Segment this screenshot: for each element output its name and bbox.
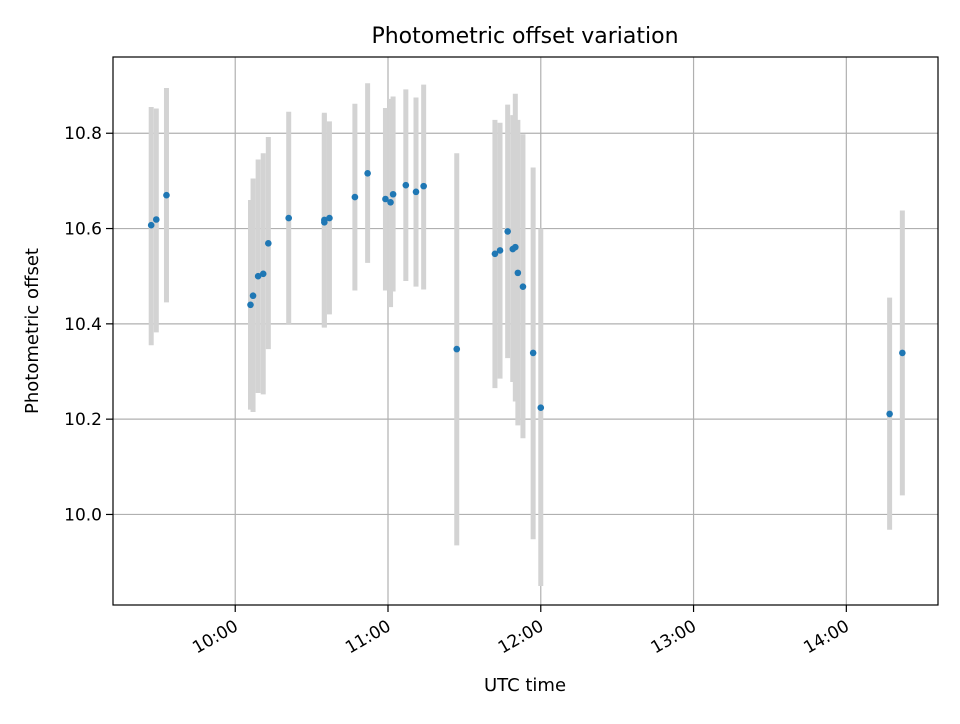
plot-area-frame [112, 56, 939, 606]
data-point [249, 292, 257, 300]
data-point [387, 199, 394, 206]
y-tick-label: 10.0 [64, 505, 102, 525]
data-point [514, 269, 522, 277]
y-tick-label: 10.8 [64, 124, 102, 144]
data-point [326, 214, 333, 222]
chart-title: Photometric offset variation [371, 24, 678, 49]
data-point [402, 181, 410, 189]
y-tick-label: 10.2 [64, 410, 102, 430]
data-point [453, 345, 461, 353]
data-point [247, 301, 254, 309]
data-point [152, 216, 160, 223]
data-point [496, 247, 504, 254]
data-point [537, 404, 545, 412]
data-point [265, 240, 272, 247]
x-axis-label: UTC time [484, 675, 566, 696]
data-point [420, 182, 427, 190]
data-point [504, 228, 511, 235]
data-point [259, 270, 267, 278]
data-point [412, 188, 420, 196]
y-axis-ticks: 10.0 10.2 10.4 10.6 10.8 [64, 124, 113, 525]
data-point [147, 221, 155, 229]
data-point [321, 216, 328, 224]
data-point [886, 410, 893, 418]
data-point [285, 214, 292, 222]
y-tick-label: 10.4 [64, 315, 102, 335]
data-point [351, 193, 359, 201]
point-layer [147, 169, 906, 418]
data-point [389, 190, 397, 198]
y-tick-label: 10.6 [64, 220, 102, 240]
grid-layer [113, 57, 938, 605]
data-point [529, 349, 537, 357]
data-point [163, 191, 170, 199]
data-point [364, 169, 371, 177]
data-point [491, 250, 499, 258]
data-point [382, 195, 389, 203]
data-point [512, 243, 519, 251]
data-point [519, 283, 527, 290]
data-point [254, 272, 262, 280]
y-axis-label: Photometric offset [22, 248, 43, 414]
data-point [899, 349, 906, 357]
